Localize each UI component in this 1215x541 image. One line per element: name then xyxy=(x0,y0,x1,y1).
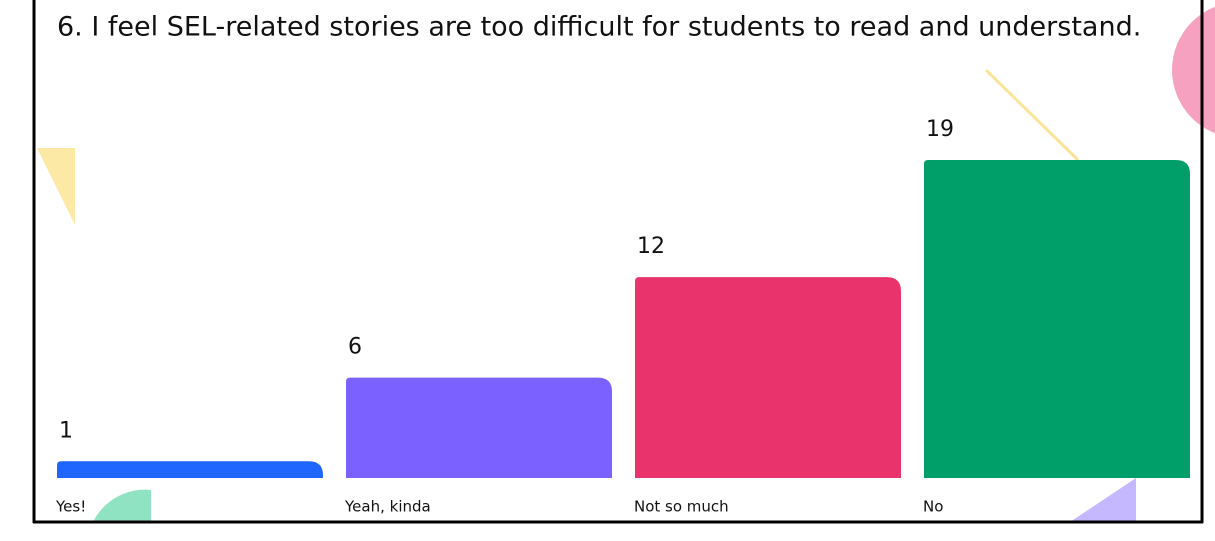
category-label: Yeah, kinda xyxy=(344,498,431,516)
category-label: No xyxy=(923,498,943,516)
category-label: Not so much xyxy=(634,498,729,516)
value-label: 6 xyxy=(348,335,362,360)
category-label: Yes! xyxy=(55,498,86,516)
decor-quarter xyxy=(93,489,151,522)
value-label: 19 xyxy=(926,117,954,142)
bar xyxy=(924,160,1190,478)
bar xyxy=(635,277,901,478)
value-label: 12 xyxy=(637,234,665,259)
bar xyxy=(57,461,323,478)
decor-triangle xyxy=(37,148,75,225)
decor-circle xyxy=(1172,6,1215,134)
decor-shape xyxy=(1070,478,1136,522)
bar xyxy=(346,377,612,478)
chart-title: 6. I feel SEL-related stories are too di… xyxy=(57,12,1141,43)
decor-line xyxy=(984,68,1080,162)
frame-mask xyxy=(0,0,33,541)
value-label: 1 xyxy=(59,418,73,443)
